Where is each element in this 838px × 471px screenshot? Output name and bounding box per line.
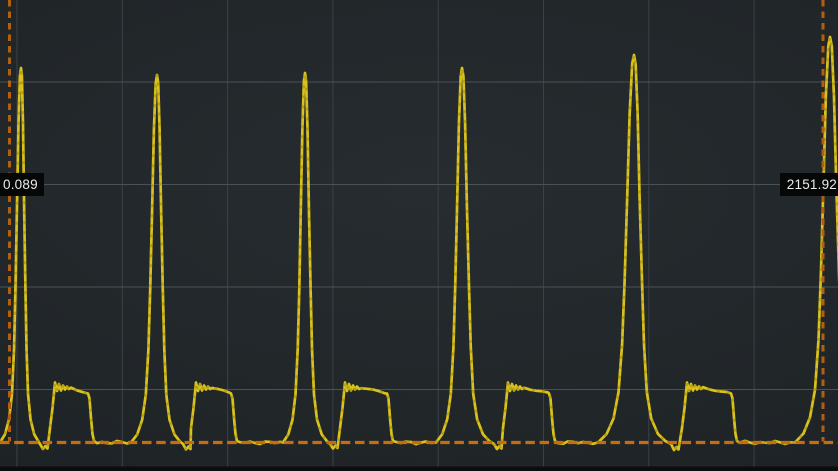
cursor-value-left[interactable]: 0.089 [0,173,44,196]
waveform-trace [0,35,838,452]
cursor-value-right[interactable]: 2151.92 [779,173,838,196]
waveform-trace-texture [0,35,838,452]
bottom-bar [0,466,838,471]
